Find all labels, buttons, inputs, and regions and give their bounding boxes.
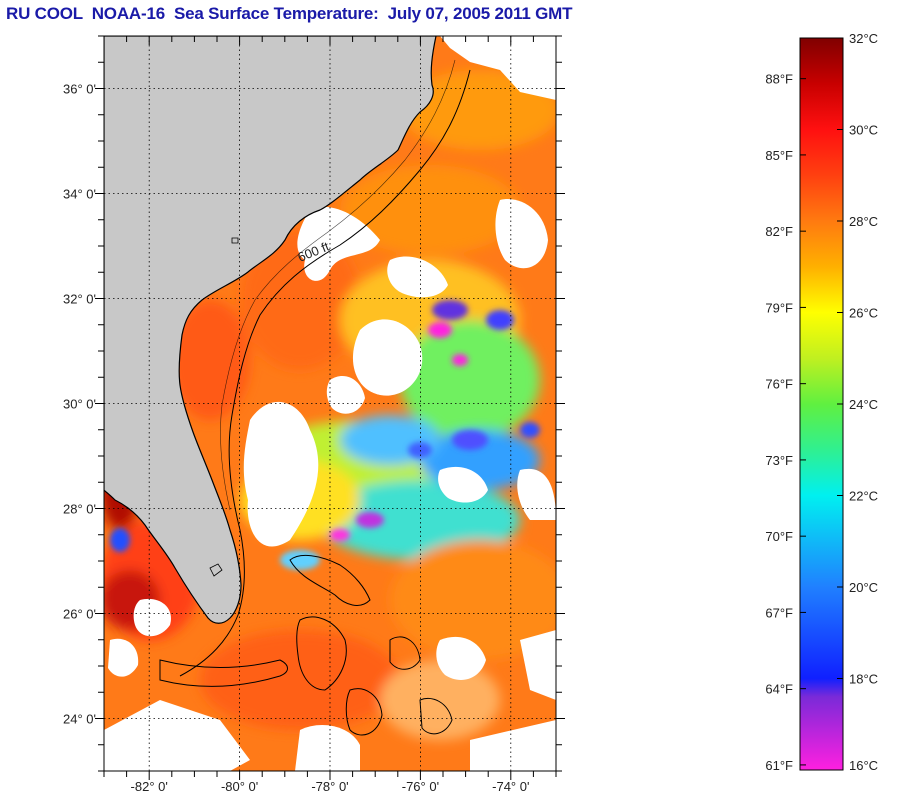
lon-tick-label: -78° 0' <box>311 779 348 794</box>
colorbar-label-fahrenheit: 67°F <box>765 605 793 620</box>
colorbar-ticks <box>800 37 843 771</box>
lon-tick-label: -80° 0' <box>221 779 258 794</box>
colorbar-celsius-labels: 32°C 30°C 28°C 26°C 24°C 22°C 20°C 18°C 16°C <box>849 31 878 773</box>
colorbar-label-fahrenheit: 85°F <box>765 148 793 163</box>
colorbar-label-fahrenheit: 73°F <box>765 453 793 468</box>
isobath-inner <box>220 59 456 511</box>
colorbar-label-celsius: 16°C <box>849 758 878 773</box>
colorbar-label-celsius: 30°C <box>849 123 878 138</box>
lat-tick-labels: 36° 0' 34° 0' 32° 0' 30° 0' 28° 0' 26° 0' 24° … <box>63 82 96 727</box>
bahamas-outlines <box>159 554 453 736</box>
colorbar-label-fahrenheit: 76°F <box>765 377 793 392</box>
colorbar-label-fahrenheit: 64°F <box>765 682 793 697</box>
lat-tick-label: 32° 0' <box>63 292 96 307</box>
colorbar-label-celsius: 20°C <box>849 580 878 595</box>
land-islands <box>209 237 239 577</box>
isobath-600ft <box>179 69 471 677</box>
lat-tick-label: 34° 0' <box>63 187 96 202</box>
lat-tick-label: 28° 0' <box>63 502 96 517</box>
lon-tick-label: -76° 0' <box>402 779 439 794</box>
map-title: RU COOL NOAA-16 Sea Surface Temperature:… <box>6 4 573 23</box>
colorbar-label-fahrenheit: 70°F <box>765 529 793 544</box>
lat-tick-label: 24° 0' <box>63 712 96 727</box>
lon-tick-label: -74° 0' <box>492 779 529 794</box>
colorbar-label-fahrenheit: 79°F <box>765 300 793 315</box>
colorbar-label-fahrenheit: 88°F <box>765 72 793 87</box>
colorbar-label-celsius: 26°C <box>849 306 878 321</box>
colorbar-label-celsius: 28°C <box>849 214 878 229</box>
sst-patches <box>104 70 556 740</box>
cold-patches <box>110 300 540 570</box>
lon-tick-labels: -82° 0' -80° 0' -78° 0' -76° 0' -74° 0' <box>131 779 530 794</box>
map-gridlines <box>104 36 556 771</box>
land-mainland <box>104 36 437 624</box>
lat-tick-label: 30° 0' <box>63 397 96 412</box>
colorbar-label-celsius: 18°C <box>849 672 878 687</box>
colorbar-label-fahrenheit: 82°F <box>765 224 793 239</box>
colorbar-label-celsius: 32°C <box>849 31 878 46</box>
colorbar <box>799 37 844 771</box>
colorbar-label-fahrenheit: 61°F <box>765 758 793 773</box>
colorbar-fahrenheit-labels: 88°F 85°F 82°F 79°F 76°F 73°F 70°F 67°F 64°F 61°F <box>765 72 793 773</box>
map-axis-ticks <box>95 35 565 780</box>
lat-tick-label: 26° 0' <box>63 607 96 622</box>
lon-tick-label: -82° 0' <box>131 779 168 794</box>
colorbar-label-celsius: 22°C <box>849 489 878 504</box>
lat-tick-label: 36° 0' <box>63 82 96 97</box>
colorbar-label-celsius: 24°C <box>849 397 878 412</box>
